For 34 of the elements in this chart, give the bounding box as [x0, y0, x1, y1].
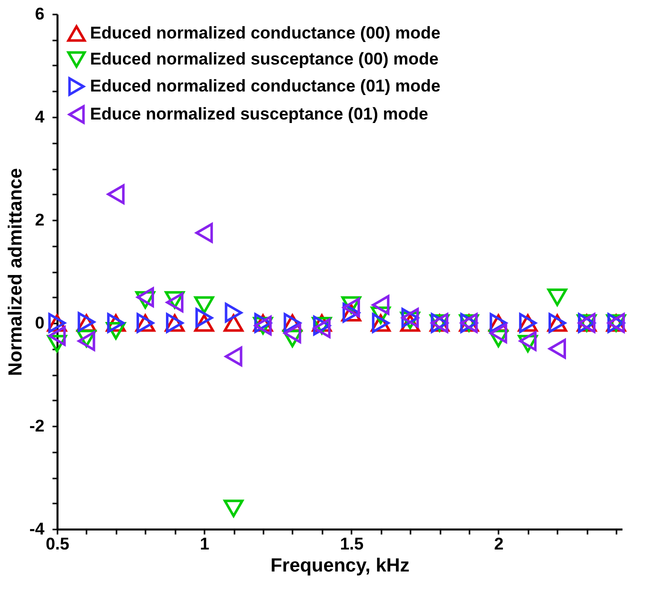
point — [78, 331, 96, 351]
legend-label: Educed normalized susceptance (00) mode — [90, 50, 439, 68]
y-tick-label: -2 — [29, 416, 44, 436]
point — [107, 184, 125, 204]
point — [194, 296, 214, 314]
point — [136, 287, 154, 308]
point — [224, 500, 244, 518]
legend-label: Educe normalized susceptance (01) mode — [90, 104, 428, 124]
y-tick-label: -4 — [29, 520, 46, 538]
x-tick-label: 2 — [494, 534, 504, 554]
point — [547, 288, 568, 306]
point — [224, 302, 242, 323]
point — [195, 308, 213, 328]
point — [48, 326, 66, 346]
point — [166, 292, 184, 312]
point — [224, 346, 242, 366]
point — [284, 323, 302, 344]
y-tick-label: 2 — [35, 210, 44, 230]
y-axis-title: Normalized admittance — [5, 168, 26, 376]
point — [195, 222, 213, 243]
x-tick-label: 1.5 — [340, 534, 364, 554]
point — [548, 338, 566, 359]
y-tick-label: 0 — [35, 314, 44, 332]
point — [490, 323, 508, 344]
x-tick-label: 0.5 — [46, 534, 70, 554]
legend-label: Educed normalized conductance (01) mode — [90, 76, 440, 96]
x-tick-label: 1 — [200, 534, 210, 554]
point — [342, 298, 360, 318]
y-tick-label: 6 — [35, 4, 44, 24]
point — [519, 331, 537, 351]
y-tick-label: 4 — [35, 108, 46, 126]
x-axis-title: Frequency, kHz — [270, 556, 410, 576]
legend-label: Educed normalized conductance (00) mode — [90, 24, 440, 42]
point — [372, 295, 390, 315]
